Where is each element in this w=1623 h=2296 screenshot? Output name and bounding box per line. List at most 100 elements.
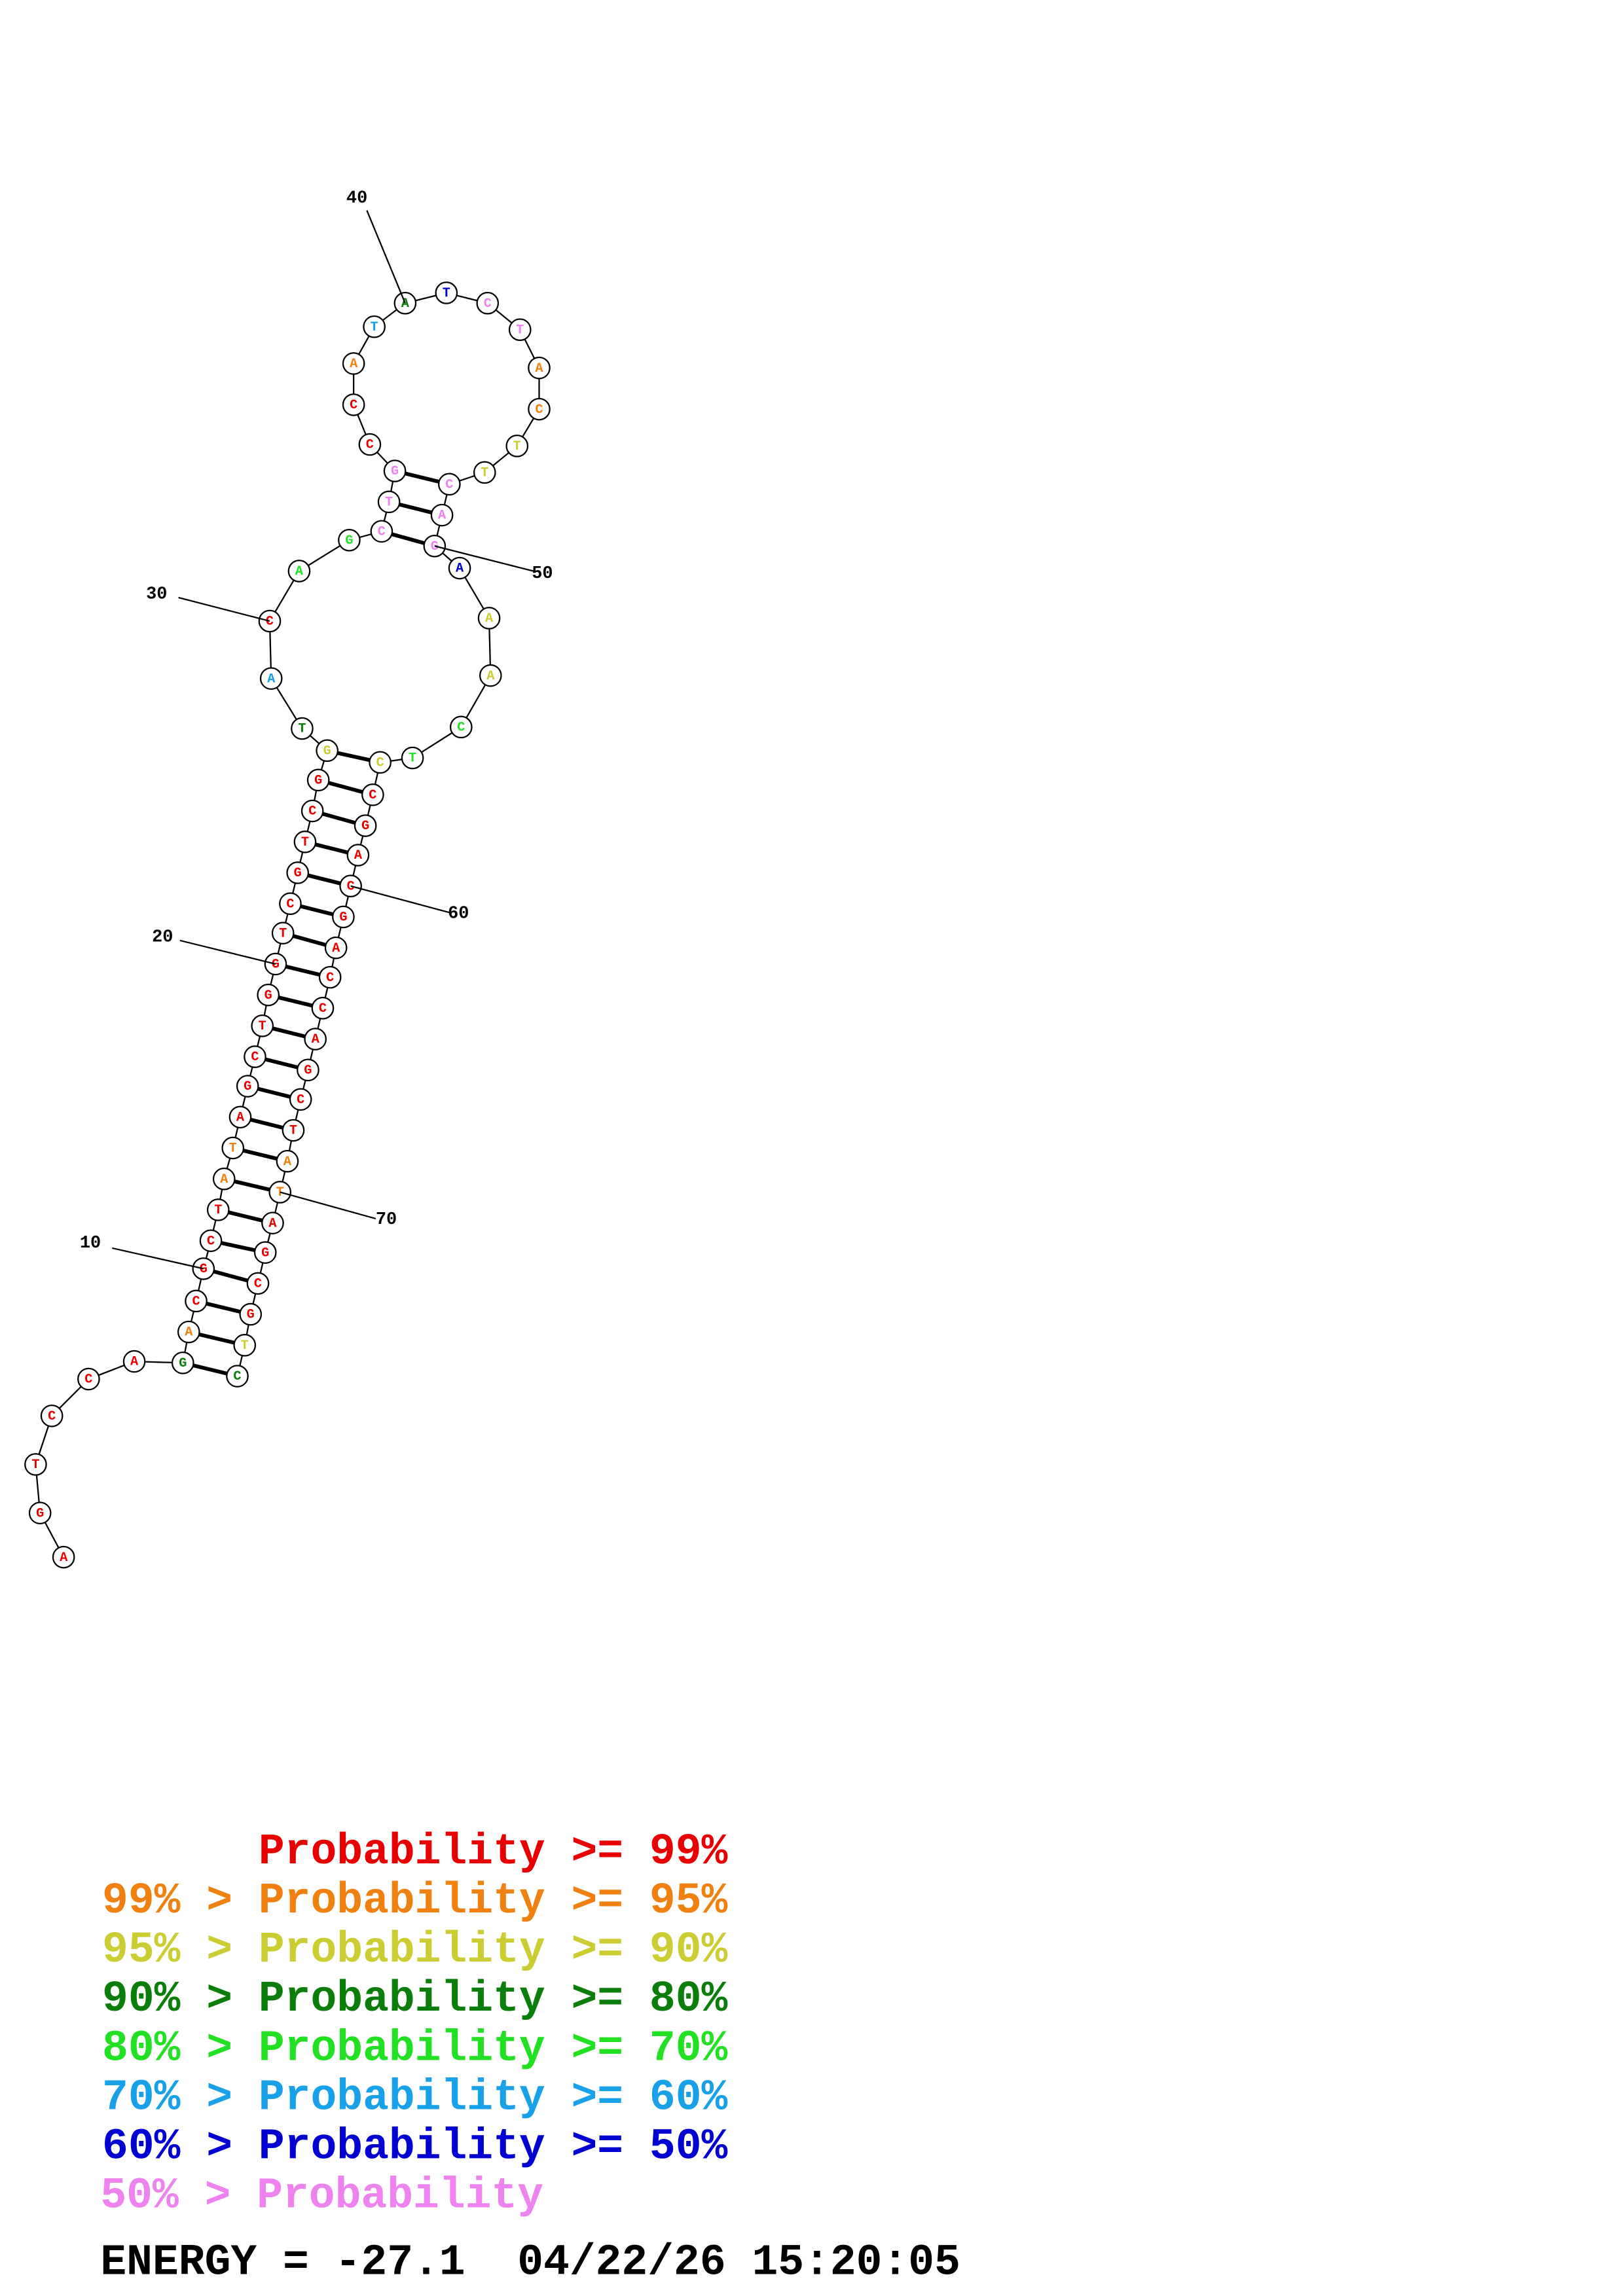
base-circle <box>24 1453 47 1476</box>
energy-footer: ENERGY = -27.1 04/22/26 15:20:05 <box>100 2238 960 2287</box>
legend-entry: 60% > Probability >= 50% <box>102 2123 727 2172</box>
base-circle <box>346 844 370 867</box>
nucleotide: A <box>401 296 410 312</box>
base-circle <box>289 1088 312 1111</box>
base-circle <box>276 1149 299 1173</box>
base-circle <box>185 1289 208 1313</box>
nucleotide: G <box>339 910 347 925</box>
base-circle <box>476 291 500 315</box>
base-circle <box>259 667 283 690</box>
position-label: 40 <box>346 189 367 209</box>
nucleotide: C <box>350 398 357 413</box>
nucleotide: C <box>366 438 374 453</box>
base-circle <box>28 1501 52 1524</box>
base-circle <box>311 997 335 1020</box>
position-label: 10 <box>80 1234 101 1253</box>
nucleotide: C <box>207 1234 215 1249</box>
nucleotide: A <box>456 562 464 577</box>
base-circle <box>318 965 342 989</box>
base-circle <box>304 1028 327 1050</box>
base-circle <box>233 1334 257 1357</box>
nucleotide: T <box>301 835 309 850</box>
base-circle <box>279 892 302 916</box>
base-circle <box>316 739 338 762</box>
legend-entry: 50% > Probability <box>100 2172 543 2221</box>
base-circle <box>301 799 324 823</box>
base-circle <box>177 1320 200 1344</box>
nucleotide: G <box>247 1308 255 1323</box>
base-circle <box>342 352 365 375</box>
base-circle <box>438 473 461 496</box>
position-label: 60 <box>448 904 469 924</box>
base-circle <box>505 435 529 457</box>
base-circle <box>477 607 501 630</box>
base-circle <box>383 459 407 482</box>
nucleotide: C <box>84 1372 92 1388</box>
legend-entry: 90% > Probability >= 80% <box>102 1975 727 2024</box>
nucleotide: G <box>244 1079 251 1094</box>
position-label: 70 <box>376 1210 397 1230</box>
base-circle <box>430 503 454 527</box>
nucleotide: A <box>438 509 447 524</box>
base-circle <box>239 1302 263 1326</box>
nucleotide: G <box>391 464 399 479</box>
label-leader <box>112 1247 204 1270</box>
position-labels: 10 20 30 40 50 60 70 <box>80 189 553 1270</box>
label-leader <box>178 596 270 622</box>
base-circle <box>171 1351 194 1374</box>
base-circle <box>473 461 496 484</box>
nucleotide: A <box>312 1032 320 1047</box>
nucleotide: C <box>319 1001 327 1016</box>
nucleotide: A <box>295 564 304 579</box>
nucleotide: G <box>314 773 322 788</box>
nucleotide: A <box>354 848 363 863</box>
legend-entry: 99% > Probability >= 95% <box>102 1876 727 1926</box>
base-circle <box>228 1105 252 1129</box>
nucleotide: G <box>304 1063 312 1078</box>
base-circle <box>226 1365 249 1388</box>
base-circle <box>528 356 551 380</box>
nucleotide: T <box>443 286 450 301</box>
base-circle <box>52 1545 75 1569</box>
base-circle <box>369 751 392 774</box>
nucleotide: C <box>233 1369 241 1384</box>
base-circle <box>358 433 382 456</box>
nucleotide: G <box>264 988 272 1003</box>
nucleotide: T <box>481 465 488 480</box>
base-circle <box>377 490 401 514</box>
nucleotide: T <box>298 722 306 737</box>
nucleotide: A <box>60 1551 68 1566</box>
base-circle <box>293 830 317 853</box>
nucleotide: C <box>297 1092 304 1107</box>
base-circle <box>449 715 473 739</box>
nucleotide: C <box>457 720 465 735</box>
position-label: 20 <box>152 927 173 947</box>
label-leader <box>366 210 406 304</box>
legend-entry: 80% > Probability >= 70% <box>102 2024 727 2073</box>
nucleotide: G <box>361 819 369 834</box>
base-circle <box>253 1241 277 1264</box>
nucleotide: T <box>229 1141 237 1157</box>
nucleotide: T <box>516 323 524 338</box>
base-circle <box>297 1058 319 1082</box>
nucleotide: C <box>369 788 376 803</box>
nucleotide: G <box>179 1356 187 1371</box>
nucleotide: T <box>289 1124 297 1139</box>
position-label: 50 <box>532 564 553 584</box>
nucleotide: T <box>409 751 416 766</box>
base-circle <box>342 393 365 416</box>
nucleotide: G <box>272 958 280 973</box>
nucleotide: G <box>200 1262 208 1277</box>
nucleotide: G <box>323 744 331 759</box>
nucleotide: A <box>268 1216 277 1231</box>
nucleotide: A <box>283 1155 292 1170</box>
label-leader <box>434 545 534 572</box>
base-circle <box>251 1014 274 1037</box>
base-circle <box>282 1119 305 1142</box>
label-leader <box>179 939 276 965</box>
nucleotide: C <box>286 897 294 912</box>
base-circle <box>401 746 424 770</box>
base-circle <box>448 556 471 580</box>
